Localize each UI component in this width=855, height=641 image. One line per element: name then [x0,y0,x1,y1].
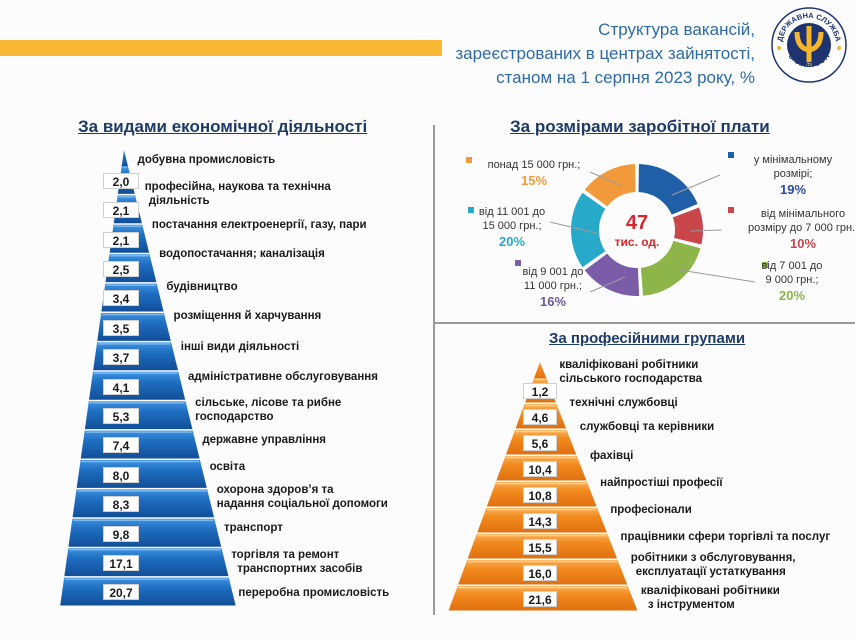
economic-row-value: 7,4 [103,437,139,454]
psi-emblem-icon: ДЕРЖАВНА СЛУЖБА ЗАЙНЯТОСТІ [771,7,847,83]
section-title-economic: За видами економічної діяльності [78,117,368,136]
donut-label: у мінімальному розмірі; 19% [748,153,838,197]
title-line-2: зареєстрованих в центрах зайнятості, [455,44,755,63]
professional-row-value: 16,0 [523,565,557,581]
professional-row-label: технічні службовці [569,397,678,409]
donut-center-value: 47 [625,212,649,234]
donut-label: від мінімального розміру до 7 000 грн.; 10… [748,207,855,251]
professional-row-value: 1,2 [523,383,557,399]
economic-row-label: торгівля та ремонт транспортних засобів [231,549,363,575]
donut-label-percent: 15% [520,173,548,188]
economic-row-value: 8,3 [103,496,139,513]
economic-row-label: розміщення й харчування [173,310,322,322]
economic-row-value: 9,8 [103,525,139,542]
economic-row-label: водопостачання; каналізація [159,248,325,260]
professional-row-value: 4,6 [523,409,557,425]
economic-row-label: професійна, наукова та технічна діяльніст… [144,181,331,207]
legend-marker [515,260,521,266]
professional-row-label: кваліфіковані робітники сільського господ… [559,359,703,385]
economic-row-value: 5,3 [103,407,139,424]
economic-row-value: 3,5 [103,319,139,336]
legend-marker [466,157,472,163]
professional-row-label: найпростіші професії [600,477,723,489]
donut-label: від 7 001 до 9 000 грн.; 20% [752,259,832,303]
donut-label: від 11 001 до 15 000 грн.; 20% [462,205,562,249]
economic-row-label: добувна промисловість [137,154,276,166]
economic-row-value: 17,1 [103,554,139,571]
donut-center-unit: тис. од. [614,235,660,249]
accent-bar [0,40,442,56]
horizontal-divider [433,322,855,324]
professional-row-label: кваліфіковані робітники з інструментом [640,585,780,611]
economic-row-label: постачання електроенергії, газу, пари [151,219,367,231]
title-line-3: станом на 1 серпня 2023 року, % [496,68,755,87]
professional-row-value: 14,3 [523,513,557,529]
legend-marker [728,152,734,158]
economic-row-label: переробна промисловість [238,587,390,599]
donut-label-percent: 16% [539,294,567,309]
professional-row-value: 10,4 [523,461,557,477]
economic-row-value: 3,7 [103,349,139,366]
economic-row-value: 2,1 [103,231,139,248]
economic-row-value: 8,0 [103,466,139,483]
professional-row-value: 10,8 [523,487,557,503]
professional-row-label: професіонали [610,504,692,516]
legend-marker [762,262,768,268]
vertical-divider [433,125,435,615]
professional-row-label: працівники сфери торгівлі та послуг [620,531,831,543]
economic-row-label: інші види діяльності [180,341,300,353]
section-title-professional: За професійними групами [549,330,746,347]
legend-marker [728,207,734,213]
page-title: Структура вакансій, зареєстрованих в цен… [455,18,755,90]
professional-row-label: фахівці [589,450,634,462]
section-title-salary: За розмірами заробітної плати [510,117,770,136]
donut-label: від 9 001 до 11 000 грн.; 16% [518,265,588,309]
economic-row-label: будівництво [166,281,238,293]
donut-label-percent: 10% [789,236,817,251]
legend-marker [468,207,474,213]
economic-row-label: освіта [209,461,246,473]
donut-label-percent: 20% [778,288,806,303]
professional-row-value: 5,6 [523,435,557,451]
economic-row-value: 20,7 [103,584,139,601]
economic-row-value: 4,1 [103,378,139,395]
donut-label-percent: 20% [498,234,526,249]
donut-label: понад 15 000 грн.; 15% [474,158,594,188]
economic-row-value: 2,5 [103,260,139,277]
economic-row-label: сільське, лісове та рибне господарство [195,397,342,423]
economic-row-value: 3,4 [103,290,139,307]
economic-row-label: охорона здоров’я та надання соціальної до… [216,484,388,510]
employment-service-logo: ДЕРЖАВНА СЛУЖБА ЗАЙНЯТОСТІ [770,6,848,84]
economic-row-label: транспорт [223,522,283,534]
economic-row-value: 2,0 [103,172,139,189]
professional-row-label: службовці та керівники [579,421,715,433]
professional-row-label: робітники з обслуговування, експлуатації … [630,552,796,578]
donut-label-percent: 19% [779,182,807,197]
economic-row-value: 2,1 [103,202,139,219]
professional-row-value: 21,6 [523,591,557,607]
economic-row-label: державне управління [202,434,327,446]
economic-row-label: адміністративне обслуговування [187,371,378,383]
title-line-1: Структура вакансій, [598,20,755,39]
professional-row-value: 15,5 [523,539,557,555]
